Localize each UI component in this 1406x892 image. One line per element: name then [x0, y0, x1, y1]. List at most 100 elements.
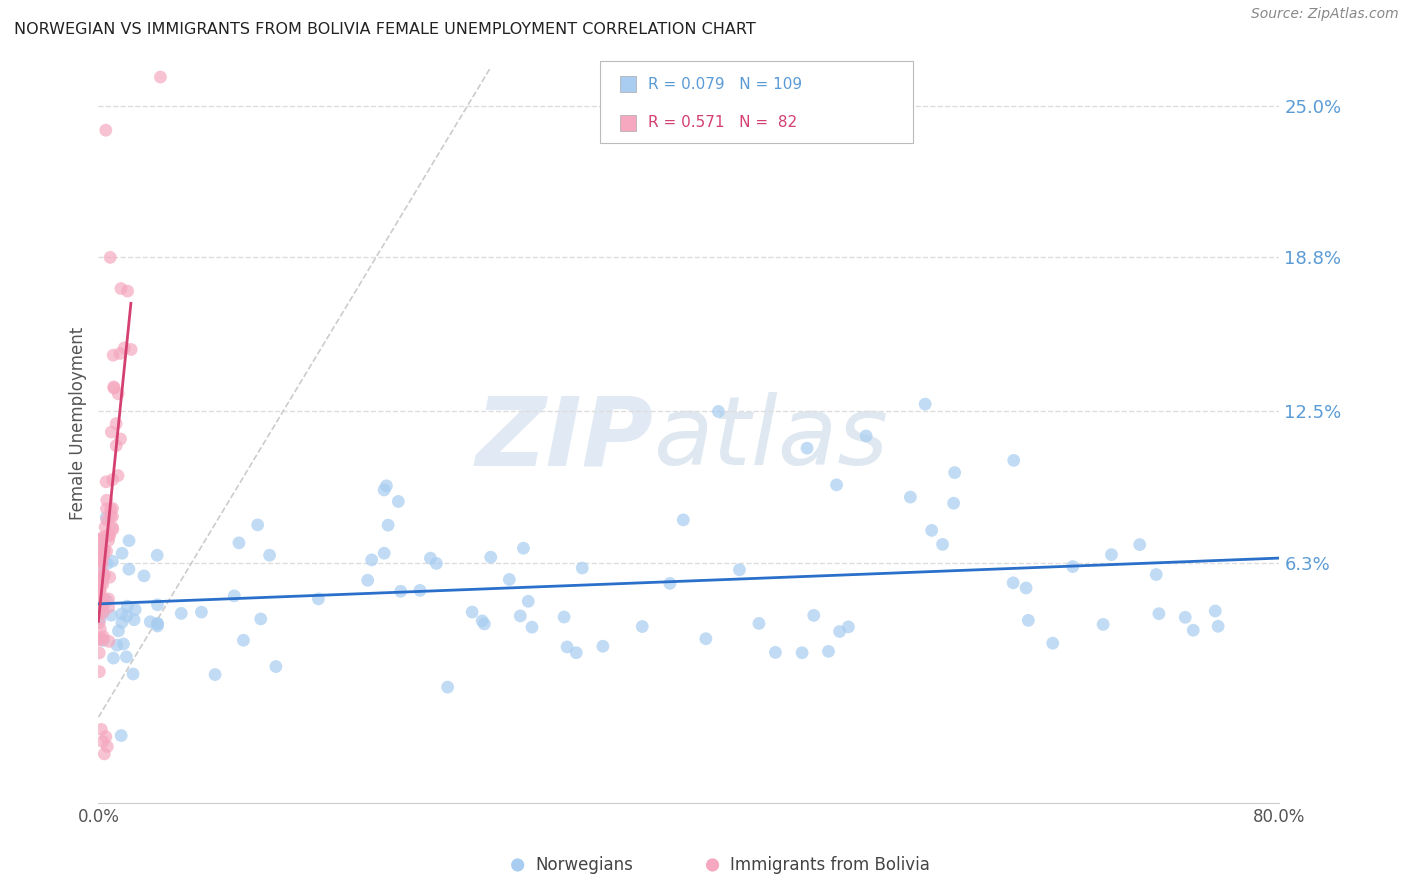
Point: [98, 634, 121, 648]
Point: [122, 667, 145, 681]
Point: [98, 570, 121, 584]
Point: [103, 380, 125, 394]
Point: [942, 496, 965, 510]
Point: [111, 546, 134, 560]
Point: [105, 417, 128, 431]
Point: [96, 501, 118, 516]
Point: [117, 284, 139, 298]
Point: [914, 397, 936, 411]
Point: [204, 667, 226, 681]
Point: [91, 632, 114, 647]
Point: [1129, 538, 1152, 552]
Text: R = 0.079   N = 109: R = 0.079 N = 109: [648, 77, 801, 92]
Point: [100, 425, 122, 439]
Point: [89, 586, 111, 600]
Point: [658, 576, 681, 591]
Point: [118, 533, 141, 548]
Point: [96, 493, 118, 508]
Point: [108, 346, 131, 360]
Point: [89, 586, 111, 600]
Point: [118, 562, 141, 576]
Point: [91, 549, 114, 563]
Point: [1042, 636, 1064, 650]
Point: [553, 610, 575, 624]
Point: [357, 574, 380, 588]
Point: [89, 612, 111, 626]
Point: [1204, 604, 1226, 618]
Point: [100, 608, 122, 623]
Point: [1206, 619, 1229, 633]
Point: [91, 571, 114, 585]
Point: [828, 624, 851, 639]
Point: [479, 550, 502, 565]
Y-axis label: Female Unemployment: Female Unemployment: [69, 327, 87, 520]
Point: [93, 567, 115, 582]
Point: [96, 739, 118, 754]
Point: [146, 548, 169, 562]
Point: [103, 651, 125, 665]
Point: [246, 517, 269, 532]
Point: [389, 584, 412, 599]
Point: [520, 620, 543, 634]
Point: [1182, 624, 1205, 638]
Point: [249, 612, 271, 626]
Point: [93, 633, 115, 648]
Point: [98, 528, 121, 542]
Point: [124, 602, 146, 616]
Point: [707, 404, 730, 418]
Point: [89, 632, 111, 646]
Text: ZIP: ZIP: [475, 392, 654, 485]
Point: [855, 429, 877, 443]
Point: [91, 541, 114, 555]
Point: [1062, 559, 1084, 574]
Point: [94, 520, 117, 534]
Point: [91, 606, 114, 620]
Point: [146, 616, 169, 631]
Point: [91, 604, 114, 618]
Point: [90, 723, 112, 737]
Point: [101, 509, 124, 524]
Point: [90, 531, 112, 545]
Point: [93, 549, 115, 563]
Point: [94, 475, 117, 489]
Point: [149, 70, 172, 84]
Point: [512, 541, 534, 556]
Text: Immigrants from Bolivia: Immigrants from Bolivia: [730, 856, 931, 874]
Point: [93, 592, 115, 607]
Point: [790, 646, 813, 660]
Point: [748, 616, 770, 631]
Point: [122, 613, 145, 627]
Point: [107, 386, 129, 401]
Point: [91, 545, 114, 559]
Point: [117, 599, 139, 614]
Point: [146, 616, 169, 631]
Point: [1017, 613, 1039, 627]
Point: [110, 281, 132, 295]
Point: [93, 542, 115, 557]
Point: [259, 548, 281, 562]
Point: [120, 343, 142, 357]
Point: [817, 644, 839, 658]
Point: [98, 529, 121, 543]
Point: [111, 615, 134, 630]
Point: [796, 441, 818, 455]
Point: [101, 501, 124, 516]
Point: [89, 632, 111, 647]
Point: [112, 637, 135, 651]
Point: [409, 583, 432, 598]
Point: [96, 594, 118, 608]
Point: [631, 619, 654, 633]
Point: [931, 537, 953, 551]
Point: [425, 557, 447, 571]
Point: [94, 123, 117, 137]
Point: [90, 554, 112, 568]
Point: [91, 558, 114, 572]
Point: [110, 432, 132, 446]
Point: [360, 553, 382, 567]
Point: [90, 549, 112, 563]
Point: [93, 530, 115, 544]
Point: [555, 640, 578, 654]
Point: [139, 615, 162, 629]
Point: [98, 251, 121, 265]
Point: [509, 609, 531, 624]
